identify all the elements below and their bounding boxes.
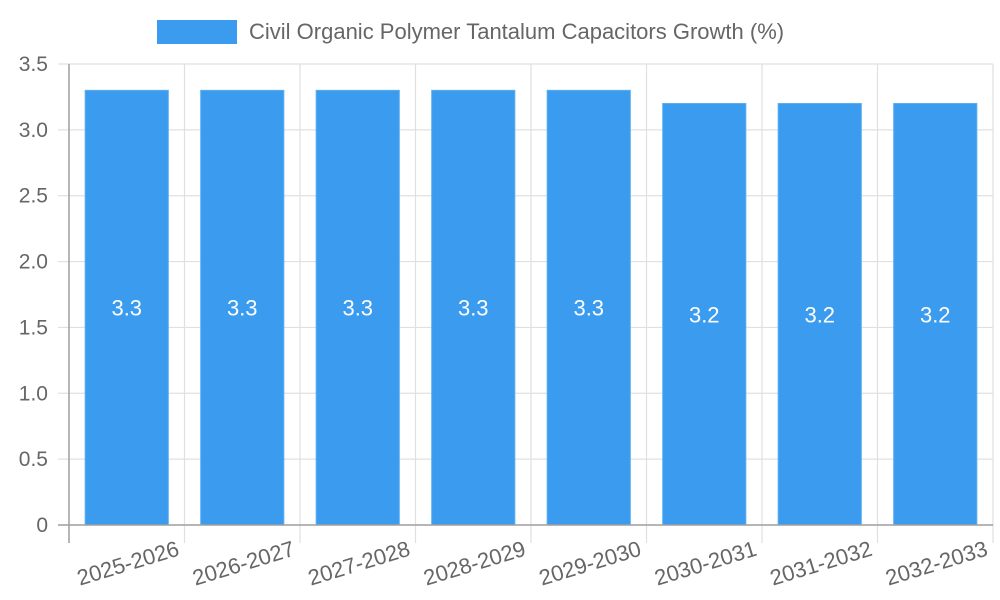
y-tick-label: 3.5 — [19, 53, 48, 76]
bar[interactable]: 3.3 — [431, 89, 516, 526]
bar-value-label: 3.3 — [458, 296, 489, 321]
bar[interactable]: 3.2 — [893, 103, 978, 526]
bar-value-label: 3.2 — [920, 302, 951, 327]
bars: 3.3 3.3 3.3 3.3 3.3 3.2 3.2 3.2 — [84, 89, 978, 526]
bar[interactable]: 3.2 — [777, 103, 862, 526]
y-tick-label: 1.0 — [19, 382, 48, 405]
x-axis-ticks: 2025-2026 2026-2027 2027-2028 2028-2029 2029… — [74, 536, 990, 591]
y-tick-label: 3.0 — [19, 119, 48, 142]
bar-value-label: 3.3 — [227, 296, 258, 321]
bar-value-label: 3.2 — [689, 302, 720, 327]
y-axis-ticks: 0 0.5 1.0 1.5 2.0 2.5 3.0 3.5 — [19, 53, 48, 537]
bar-value-label: 3.3 — [111, 296, 142, 321]
x-tick-label: 2029-2030 — [536, 536, 644, 591]
legend-swatch — [157, 20, 237, 44]
bar[interactable]: 3.3 — [84, 89, 169, 526]
axes — [58, 64, 993, 543]
x-tick-label: 2032-2033 — [883, 536, 991, 591]
bar[interactable]: 3.3 — [200, 89, 285, 526]
bar[interactable]: 3.3 — [315, 89, 400, 526]
x-tick-label: 2031-2032 — [767, 536, 875, 591]
x-tick-label: 2027-2028 — [305, 536, 413, 591]
chart-legend[interactable]: Civil Organic Polymer Tantalum Capacitor… — [157, 19, 784, 45]
x-tick-label: 2026-2027 — [190, 536, 298, 591]
bar-value-label: 3.3 — [342, 296, 373, 321]
y-tick-label: 0 — [36, 514, 48, 537]
y-tick-label: 2.5 — [19, 185, 48, 208]
y-tick-label: 2.0 — [19, 251, 48, 274]
x-tick-label: 2030-2031 — [652, 536, 760, 591]
legend-label: Civil Organic Polymer Tantalum Capacitor… — [249, 19, 785, 44]
y-tick-label: 0.5 — [19, 448, 48, 471]
bar[interactable]: 3.3 — [546, 89, 631, 526]
bar[interactable]: 3.2 — [662, 103, 747, 526]
bar-value-label: 3.2 — [804, 302, 835, 327]
x-tick-label: 2028-2029 — [421, 536, 529, 591]
bar-value-label: 3.3 — [573, 296, 604, 321]
y-tick-label: 1.5 — [19, 316, 48, 339]
x-tick-label: 2025-2026 — [74, 536, 182, 591]
